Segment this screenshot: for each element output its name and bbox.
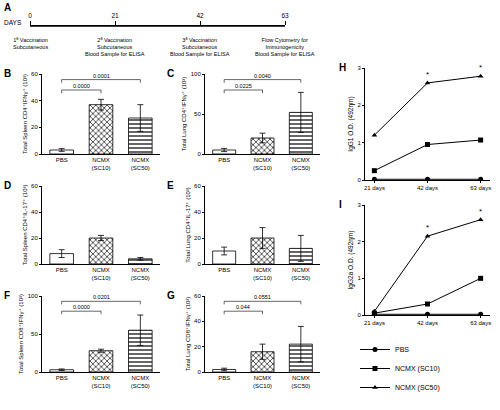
svg-text:0: 0: [197, 369, 201, 375]
svg-text:NCMX(SC50): NCMX(SC50): [131, 375, 150, 389]
svg-text:PBS: PBS: [218, 267, 230, 273]
svg-text:0.0001: 0.0001: [93, 73, 110, 79]
svg-text:NCMX (SC50): NCMX (SC50): [395, 384, 440, 392]
svg-text:0: 0: [34, 261, 38, 267]
svg-text:0.0551: 0.0551: [254, 294, 271, 300]
svg-text:21 days: 21 days: [364, 320, 385, 326]
svg-text:0: 0: [197, 261, 201, 267]
svg-text:0.0040: 0.0040: [254, 73, 271, 79]
svg-text:I: I: [339, 199, 342, 210]
svg-text:40: 40: [31, 98, 38, 104]
svg-text:21: 21: [111, 12, 119, 19]
svg-text:63 days: 63 days: [470, 185, 491, 191]
svg-text:21 days: 21 days: [364, 185, 385, 191]
svg-text:*: *: [426, 70, 429, 79]
svg-text:DAYS: DAYS: [4, 19, 22, 26]
svg-text:100: 100: [28, 293, 39, 299]
svg-text:2: 2: [357, 239, 361, 245]
svg-text:PBS: PBS: [56, 157, 68, 163]
svg-text:20: 20: [31, 235, 38, 241]
svg-text:20: 20: [31, 124, 38, 130]
svg-text:NCMX(SC50): NCMX(SC50): [291, 375, 310, 389]
svg-text:C: C: [167, 68, 174, 79]
svg-text:42 days: 42 days: [417, 320, 438, 326]
svg-text:0.044: 0.044: [236, 304, 250, 310]
svg-text:3ª VaccinationSubcutaneousBloo: 3ª VaccinationSubcutaneousBlood Sample f…: [170, 37, 230, 57]
svg-text:40: 40: [194, 318, 201, 324]
svg-text:0: 0: [357, 177, 361, 183]
svg-text:Flow Cytometry forImmunogenici: Flow Cytometry forImmunogenicityBlood Sa…: [255, 37, 315, 57]
svg-text:0.0000: 0.0000: [73, 83, 90, 89]
svg-text:NCMX(SC50): NCMX(SC50): [131, 267, 150, 281]
svg-text:Total Lung CD4⁺IFNγ⁺ (10³): Total Lung CD4⁺IFNγ⁺ (10³): [181, 77, 187, 152]
svg-text:NCMX(SC10): NCMX(SC10): [91, 157, 110, 171]
svg-text:40: 40: [194, 209, 201, 215]
svg-text:G: G: [167, 290, 175, 301]
svg-text:3: 3: [357, 202, 361, 208]
svg-text:B: B: [4, 68, 11, 79]
svg-text:NCMX(SC50): NCMX(SC50): [131, 157, 150, 171]
svg-text:A: A: [4, 2, 11, 13]
svg-text:NCMX(SC50): NCMX(SC50): [291, 157, 310, 171]
svg-text:NCMX(SC10): NCMX(SC10): [253, 267, 272, 281]
svg-text:1: 1: [357, 140, 361, 146]
svg-text:Total Lung CD8⁺IFNγ⁺ (10³): Total Lung CD8⁺IFNγ⁺ (10³): [185, 297, 191, 372]
svg-text:PBS: PBS: [56, 267, 68, 273]
svg-text:0.0201: 0.0201: [93, 294, 110, 300]
svg-text:*: *: [426, 223, 429, 232]
svg-text:F: F: [4, 290, 10, 301]
svg-text:E: E: [167, 180, 174, 191]
svg-text:0: 0: [34, 369, 38, 375]
svg-text:50: 50: [31, 331, 38, 337]
svg-text:PBS: PBS: [395, 346, 409, 353]
svg-text:2: 2: [357, 102, 361, 108]
svg-text:0: 0: [197, 151, 201, 157]
svg-text:0: 0: [28, 12, 32, 19]
svg-text:Total Spleen CD8⁺IFNγ⁺ (10³): Total Spleen CD8⁺IFNγ⁺ (10³): [18, 294, 24, 374]
svg-text:NCMX(SC10): NCMX(SC10): [253, 375, 272, 389]
svg-text:1: 1: [357, 275, 361, 281]
svg-text:50: 50: [194, 111, 201, 117]
svg-text:42 days: 42 days: [417, 185, 438, 191]
svg-text:PBS: PBS: [56, 375, 68, 381]
svg-text:20: 20: [194, 235, 201, 241]
svg-text:*: *: [479, 63, 482, 72]
svg-text:0: 0: [357, 312, 361, 318]
svg-text:NCMX(SC10): NCMX(SC10): [91, 375, 110, 389]
svg-text:NCMX(SC10): NCMX(SC10): [91, 267, 110, 281]
svg-text:NCMX(SC50): NCMX(SC50): [291, 267, 310, 281]
svg-text:60: 60: [194, 293, 201, 299]
svg-text:0: 0: [34, 151, 38, 157]
svg-text:100: 100: [191, 71, 202, 77]
svg-text:H: H: [339, 62, 346, 73]
svg-text:63: 63: [281, 12, 289, 19]
svg-text:Total Spleen CD4⁺IFNγ⁺ (10³): Total Spleen CD4⁺IFNγ⁺ (10³): [22, 74, 28, 154]
svg-text:Total Spleen CD4⁺IL-17⁺ (10³): Total Spleen CD4⁺IL-17⁺ (10³): [22, 184, 28, 265]
svg-text:NCMX (SC10): NCMX (SC10): [395, 365, 440, 373]
svg-text:42: 42: [196, 12, 204, 19]
svg-text:20: 20: [194, 344, 201, 350]
svg-text:IgG1 O.D. (492ηm): IgG1 O.D. (492ηm): [347, 96, 355, 151]
svg-text:2ª VaccinationSubcutaneousBloo: 2ª VaccinationSubcutaneousBlood Sample f…: [85, 37, 145, 57]
svg-text:Total Lung CD4⁺IL-17⁺ (10³): Total Lung CD4⁺IL-17⁺ (10³): [185, 187, 191, 263]
svg-text:1ª VaccinationSubcutaneous: 1ª VaccinationSubcutaneous: [13, 37, 48, 50]
svg-text:60: 60: [31, 71, 38, 77]
svg-text:40: 40: [31, 209, 38, 215]
svg-text:PBS: PBS: [218, 157, 230, 163]
svg-text:60: 60: [31, 183, 38, 189]
svg-text:60: 60: [194, 183, 201, 189]
svg-text:63 days: 63 days: [470, 320, 491, 326]
svg-text:0.0225: 0.0225: [235, 83, 252, 89]
svg-text:NCMX(SC10): NCMX(SC10): [253, 157, 272, 171]
svg-text:PBS: PBS: [218, 375, 230, 381]
svg-text:0.0000: 0.0000: [73, 304, 90, 310]
svg-text:*: *: [479, 207, 482, 216]
svg-text:IgG2a O.D. (492ηm): IgG2a O.D. (492ηm): [347, 231, 355, 290]
svg-text:3: 3: [357, 65, 361, 71]
svg-text:D: D: [4, 180, 11, 191]
